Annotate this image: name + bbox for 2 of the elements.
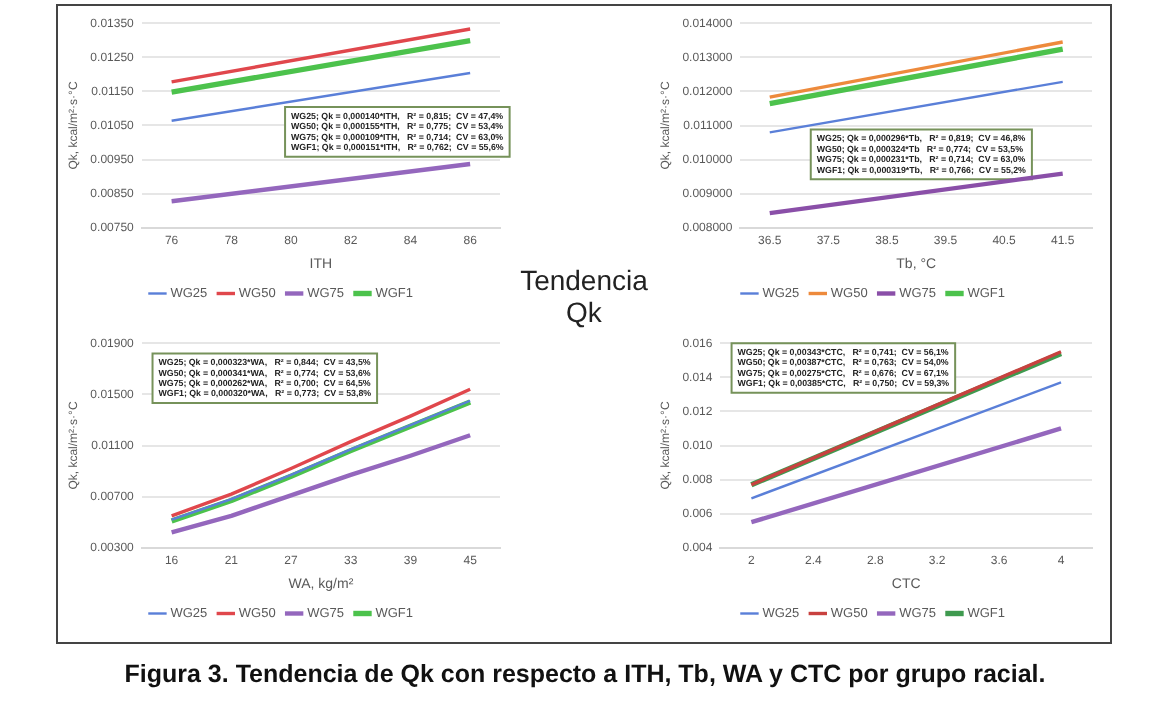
text: Figura 3. Tendencia de Qk con respecto a ITH, Tb, WA y CTC por grupo racial.	[122, 660, 1048, 688]
text: Tendencia Qk	[518, 264, 650, 328]
